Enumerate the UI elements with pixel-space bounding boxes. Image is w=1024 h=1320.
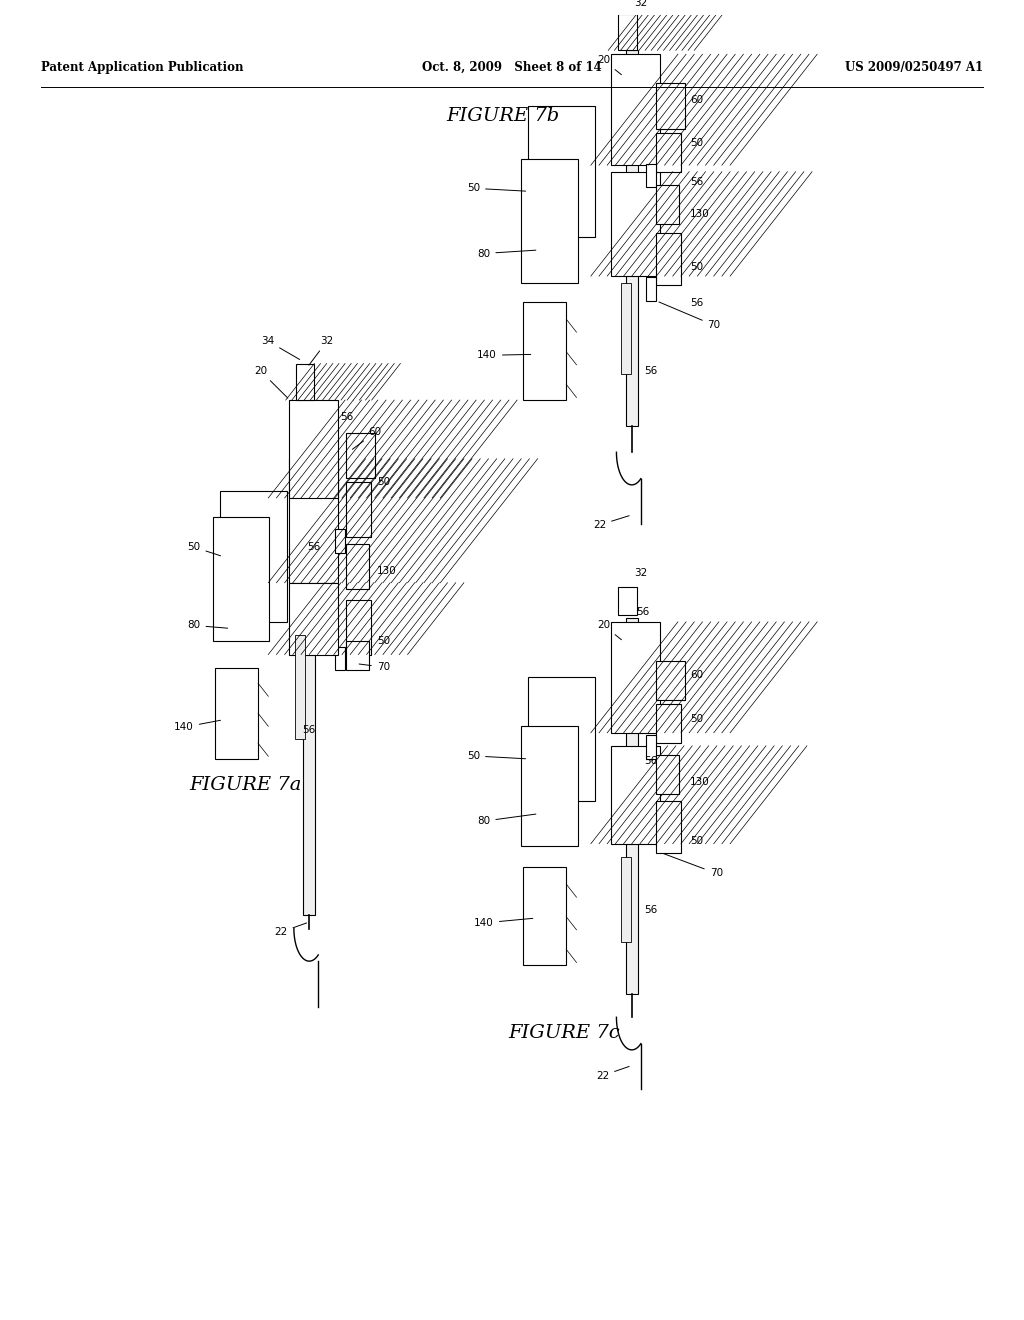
Text: 50: 50 bbox=[467, 183, 525, 193]
Bar bbox=[611, 622, 660, 733]
Bar bbox=[346, 599, 371, 655]
Bar bbox=[626, 618, 638, 994]
Text: 22: 22 bbox=[274, 923, 306, 937]
Bar bbox=[289, 400, 338, 498]
Bar bbox=[626, 50, 638, 426]
Bar bbox=[611, 172, 660, 276]
Text: 56: 56 bbox=[644, 756, 657, 766]
Text: 60: 60 bbox=[690, 671, 703, 680]
Bar bbox=[646, 735, 656, 759]
Bar bbox=[521, 158, 578, 282]
Bar bbox=[621, 857, 631, 941]
Bar bbox=[346, 482, 371, 537]
Bar bbox=[220, 491, 287, 622]
Text: 22: 22 bbox=[596, 1067, 629, 1081]
Bar bbox=[335, 529, 345, 553]
Text: 80: 80 bbox=[187, 620, 227, 631]
Bar bbox=[656, 132, 681, 172]
Text: 70: 70 bbox=[659, 302, 721, 330]
Text: 20: 20 bbox=[597, 620, 622, 640]
Text: 140: 140 bbox=[477, 350, 530, 360]
Bar bbox=[611, 54, 660, 165]
Text: 50: 50 bbox=[690, 714, 703, 725]
Text: 130: 130 bbox=[377, 565, 396, 576]
Bar bbox=[646, 164, 656, 187]
Text: FIGURE 7a: FIGURE 7a bbox=[189, 776, 302, 795]
Text: FIGURE 7c: FIGURE 7c bbox=[508, 1024, 620, 1041]
Bar bbox=[289, 459, 338, 582]
Bar bbox=[646, 277, 656, 301]
Text: 130: 130 bbox=[690, 777, 710, 787]
Bar bbox=[656, 801, 681, 853]
Bar bbox=[656, 755, 679, 795]
Bar bbox=[296, 363, 314, 400]
Bar bbox=[523, 867, 566, 965]
Bar bbox=[656, 185, 679, 224]
Text: 56: 56 bbox=[690, 298, 703, 308]
Text: Oct. 8, 2009   Sheet 8 of 14: Oct. 8, 2009 Sheet 8 of 14 bbox=[422, 61, 602, 74]
Text: 140: 140 bbox=[174, 721, 220, 733]
Bar bbox=[346, 544, 369, 589]
Bar bbox=[611, 746, 660, 843]
Text: 50: 50 bbox=[187, 543, 220, 556]
Text: 50: 50 bbox=[467, 751, 525, 760]
Text: 50: 50 bbox=[377, 477, 390, 487]
Bar bbox=[346, 642, 369, 671]
Bar bbox=[618, 13, 637, 50]
Text: 50: 50 bbox=[690, 836, 703, 846]
Bar bbox=[656, 234, 681, 285]
Text: 20: 20 bbox=[597, 55, 622, 75]
Text: 70: 70 bbox=[359, 663, 390, 672]
Text: 22: 22 bbox=[593, 516, 629, 529]
Bar bbox=[528, 677, 595, 801]
Text: 20: 20 bbox=[254, 366, 288, 399]
Text: 32: 32 bbox=[634, 568, 647, 578]
Text: 50: 50 bbox=[690, 137, 703, 148]
Bar bbox=[528, 107, 595, 238]
Text: 50: 50 bbox=[690, 261, 703, 272]
Bar bbox=[295, 635, 305, 739]
Text: 56: 56 bbox=[302, 725, 315, 735]
Text: 80: 80 bbox=[477, 248, 536, 259]
Bar bbox=[213, 517, 269, 642]
Text: 56: 56 bbox=[690, 177, 703, 186]
Text: 130: 130 bbox=[690, 210, 710, 219]
Text: 60: 60 bbox=[690, 95, 703, 104]
Text: 56: 56 bbox=[340, 412, 353, 421]
Text: FIGURE 7b: FIGURE 7b bbox=[446, 107, 560, 124]
Bar bbox=[656, 704, 681, 743]
Text: 34: 34 bbox=[261, 337, 300, 359]
Text: Patent Application Publication: Patent Application Publication bbox=[41, 61, 244, 74]
Bar bbox=[621, 282, 631, 374]
Text: 56: 56 bbox=[307, 543, 321, 552]
Text: 32: 32 bbox=[634, 0, 647, 8]
Text: 56: 56 bbox=[636, 607, 649, 618]
Bar bbox=[618, 586, 637, 615]
Text: 70: 70 bbox=[665, 854, 723, 878]
Bar bbox=[289, 582, 338, 655]
Bar bbox=[521, 726, 578, 846]
Bar bbox=[656, 83, 685, 128]
Text: US 2009/0250497 A1: US 2009/0250497 A1 bbox=[845, 61, 983, 74]
Bar bbox=[303, 498, 315, 916]
Text: 56: 56 bbox=[644, 906, 657, 915]
Text: 56: 56 bbox=[644, 366, 657, 376]
Bar bbox=[523, 302, 566, 400]
Text: 60: 60 bbox=[352, 428, 382, 449]
Bar bbox=[346, 433, 375, 478]
Text: 50: 50 bbox=[377, 636, 390, 645]
Text: 140: 140 bbox=[474, 917, 532, 928]
Text: 32: 32 bbox=[309, 337, 334, 366]
Bar bbox=[656, 661, 685, 700]
Bar bbox=[335, 647, 345, 671]
Text: 80: 80 bbox=[477, 814, 536, 826]
Bar bbox=[215, 668, 258, 759]
